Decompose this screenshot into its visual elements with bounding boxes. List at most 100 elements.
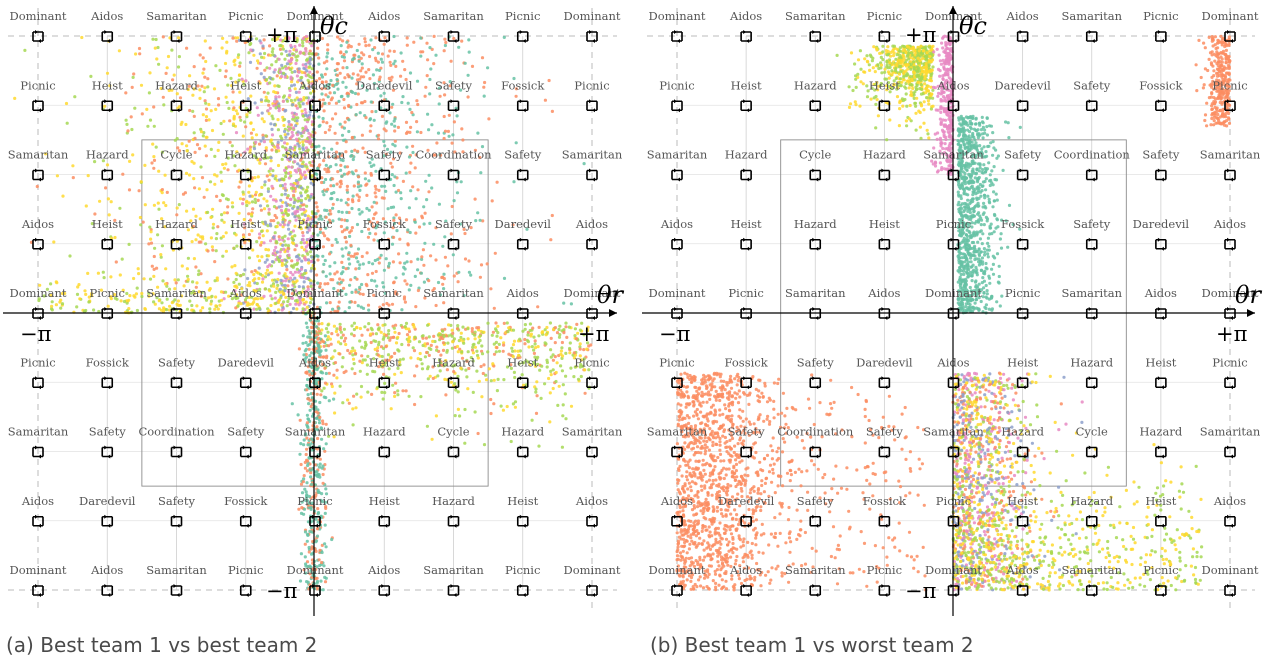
data-point [872,45,876,49]
data-point [318,415,322,419]
data-point [192,257,196,261]
data-point [284,49,288,53]
data-point [428,221,432,225]
data-point [376,137,381,141]
data-point [246,97,250,101]
grid-label: Picnic [20,355,55,369]
data-point [275,286,279,290]
data-point [128,159,132,163]
data-point [307,402,311,406]
data-point [392,335,396,339]
data-point [304,65,308,69]
data-point [199,235,203,239]
data-point [249,94,253,98]
data-point [294,90,298,94]
data-point [869,97,873,101]
data-point [221,254,225,258]
data-point [278,223,282,227]
data-point [304,96,309,100]
data-point [322,109,326,113]
data-point [350,226,354,230]
data-point [291,126,296,130]
data-point [449,380,453,384]
data-point [271,174,275,178]
data-point [544,333,548,337]
data-point [225,100,229,105]
data-point [252,272,256,277]
data-point [164,71,168,75]
data-point [336,87,340,91]
data-point [277,271,281,275]
data-point [192,177,196,181]
data-point [323,208,327,212]
data-point [226,205,230,209]
data-point [557,327,561,332]
data-point [393,59,397,63]
data-point [347,103,351,108]
data-point [303,542,307,546]
data-point [367,179,371,183]
data-point [345,188,349,192]
data-point [284,135,288,139]
data-point [369,124,373,128]
data-point [351,423,355,427]
data-point [361,146,365,150]
data-point [391,102,395,106]
data-point [230,265,234,269]
data-point [35,184,39,189]
data-point [430,437,434,441]
data-point [269,239,273,243]
data-point [380,60,384,64]
data-point [192,87,196,91]
data-point [134,52,138,56]
data-point [266,109,270,113]
data-point [452,36,456,41]
data-point [511,402,515,406]
data-point [279,278,283,282]
data-point [921,49,926,53]
data-point [248,194,252,198]
data-point [948,133,952,137]
data-point [374,169,378,173]
data-point [328,264,332,268]
data-point [340,260,344,264]
data-point [303,466,307,470]
grid-label: Fossick [363,217,407,231]
data-point [253,101,257,105]
data-point [422,205,426,209]
data-point [131,75,135,79]
data-point [180,142,184,146]
data-point [944,51,948,55]
data-point [325,301,329,305]
data-point [413,218,417,222]
data-point [250,295,254,299]
data-point [404,77,408,82]
data-point [420,255,424,259]
data-point [396,188,401,193]
data-point [258,161,262,165]
data-point [557,335,562,339]
data-point [450,204,454,209]
data-point [263,180,267,184]
data-point [368,231,372,235]
data-point [305,57,310,61]
data-point [281,243,285,247]
data-point [301,102,305,106]
data-point [404,171,408,175]
data-point [316,258,320,262]
data-point [526,333,530,337]
data-point [383,381,387,385]
data-point [927,102,931,106]
data-point [424,85,428,89]
data-point [303,108,307,112]
data-point [355,102,359,107]
data-point [299,207,303,211]
data-point [397,331,401,336]
data-point [493,251,497,255]
data-point [193,136,197,140]
grid-label: Aidos [367,563,400,577]
data-point [214,64,218,68]
data-point [358,326,362,331]
data-point [273,253,277,257]
data-point [942,67,947,71]
